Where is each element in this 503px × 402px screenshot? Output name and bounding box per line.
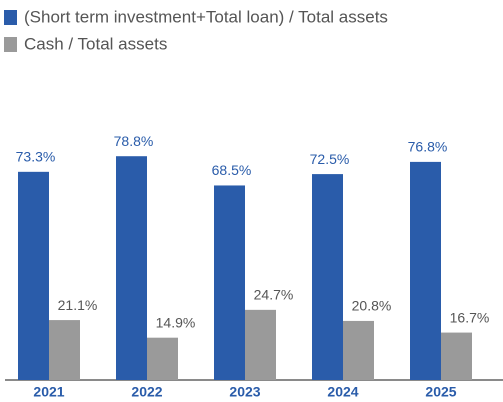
- value-label: 68.5%: [212, 162, 252, 178]
- legend-label: (Short term investment+Total loan) / Tot…: [24, 7, 388, 26]
- value-label: 16.7%: [450, 309, 490, 325]
- value-label: 24.7%: [254, 287, 294, 303]
- x-tick-label: 2025: [425, 384, 456, 400]
- value-label: 14.9%: [156, 314, 196, 330]
- bar: [18, 171, 49, 380]
- bar: [147, 337, 178, 380]
- bar: [245, 309, 276, 380]
- bar: [343, 320, 374, 380]
- bar: [441, 332, 472, 380]
- legend-label: Cash / Total assets: [24, 34, 167, 53]
- x-tick-label: 2021: [33, 384, 64, 400]
- value-label: 76.8%: [408, 139, 448, 155]
- x-tick-label: 2023: [229, 384, 260, 400]
- value-label: 73.3%: [16, 149, 56, 165]
- legend-swatch: [4, 37, 17, 52]
- value-label: 21.1%: [58, 297, 98, 313]
- value-label: 72.5%: [310, 151, 350, 167]
- bar: [410, 161, 441, 380]
- bar: [49, 320, 80, 380]
- value-label: 78.8%: [114, 133, 154, 149]
- bar: [116, 156, 147, 380]
- bar: [214, 185, 245, 380]
- bar: [312, 174, 343, 380]
- value-label: 20.8%: [352, 298, 392, 314]
- x-tick-label: 2024: [327, 384, 358, 400]
- legend-swatch: [4, 10, 17, 25]
- x-tick-label: 2022: [131, 384, 162, 400]
